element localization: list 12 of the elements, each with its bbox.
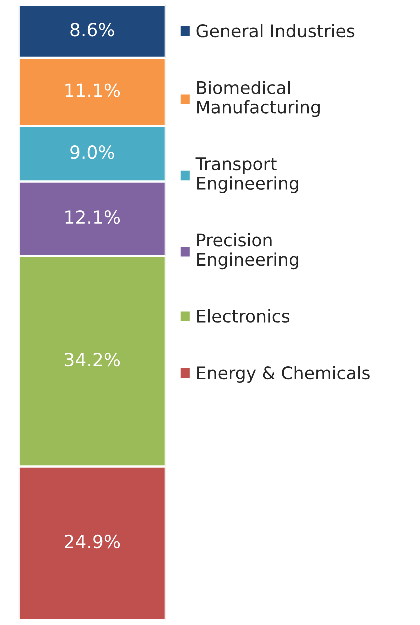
legend-label: Energy & Chemicals	[198, 366, 370, 384]
data-label: 12.1%	[66, 210, 120, 224]
data-label: 8.6%	[70, 23, 114, 37]
legend-label: Electronics	[198, 310, 290, 323]
data-label: 11.1%	[66, 84, 120, 98]
data-label: 34.2%	[65, 353, 120, 367]
data-label: 24.9%	[65, 534, 120, 549]
legend-label: Biomedical Manufacturing	[198, 80, 320, 118]
legend-label: Precision Engineering	[198, 233, 298, 270]
data-label: 9.0%	[70, 146, 114, 160]
legend-label: Transport Engineering	[196, 158, 298, 194]
legend-label: General Industries	[196, 24, 355, 38]
